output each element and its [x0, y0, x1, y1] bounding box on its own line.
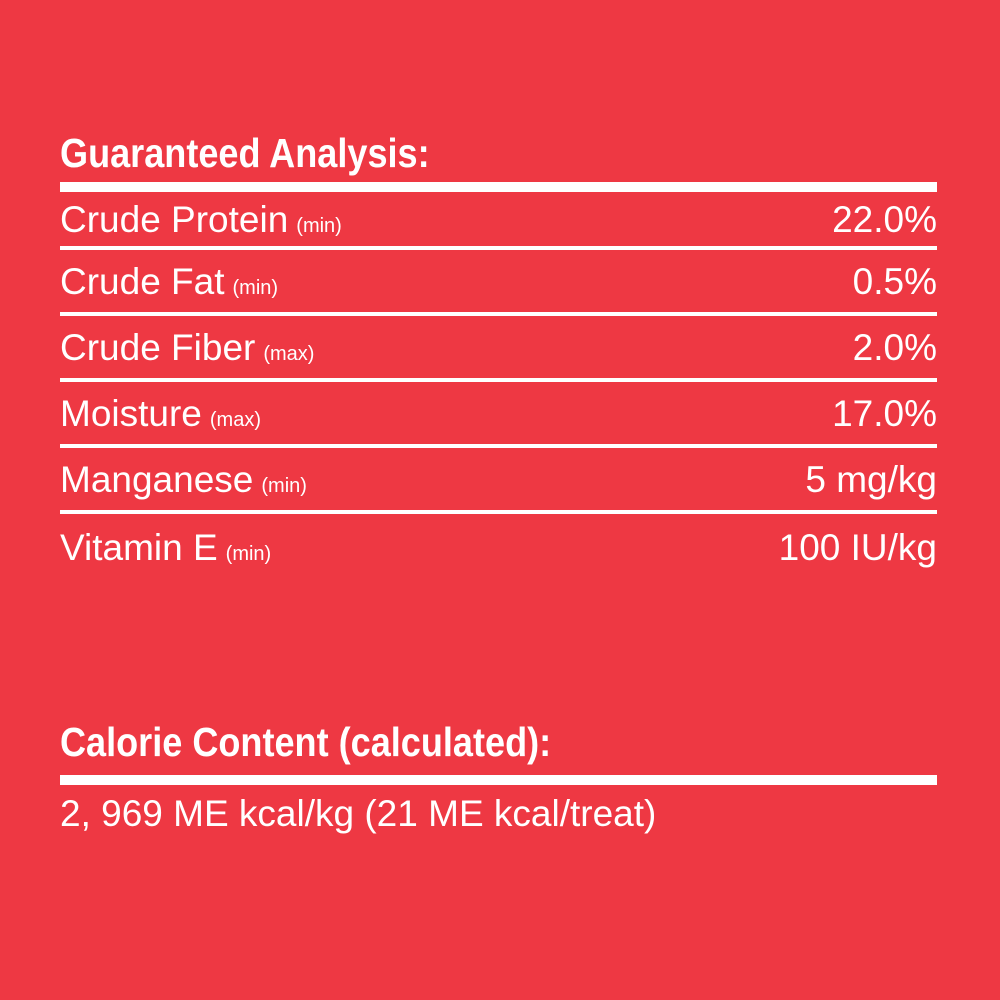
nutrient-label-group: Manganese (min): [60, 461, 307, 498]
analysis-row: Crude Protein (min) 22.0%: [60, 192, 937, 250]
analysis-row: Vitamin E (min) 100 IU/kg: [60, 514, 937, 580]
analysis-row: Crude Fiber (max) 2.0%: [60, 316, 937, 382]
nutrition-label-panel: Guaranteed Analysis: Crude Protein (min) …: [60, 0, 937, 1000]
nutrient-name: Moisture: [60, 392, 202, 434]
nutrient-name: Vitamin E: [60, 526, 218, 568]
nutrient-name: Crude Fat: [60, 260, 225, 302]
nutrient-qualifier: (min): [232, 276, 279, 299]
nutrient-label-group: Moisture (max): [60, 395, 261, 432]
calorie-content-rule: [60, 775, 937, 785]
nutrient-value: 2.0%: [852, 326, 937, 368]
calorie-content-value: 2, 969 ME kcal/kg (21 ME kcal/treat): [60, 793, 657, 834]
nutrient-qualifier: (max): [209, 408, 261, 431]
analysis-row: Manganese (min) 5 mg/kg: [60, 448, 937, 514]
nutrient-qualifier: (min): [261, 474, 307, 497]
nutrient-qualifier: (min): [225, 542, 272, 565]
nutrient-name: Crude Protein: [60, 198, 289, 240]
nutrient-label-group: Vitamin E (min): [60, 529, 271, 566]
nutrient-label-group: Crude Fiber (max): [60, 329, 314, 366]
nutrient-name: Crude Fiber: [60, 326, 256, 368]
calorie-content-title: Calorie Content (calculated):: [60, 719, 552, 765]
guaranteed-analysis-table: Crude Protein (min) 22.0% Crude Fat (min) …: [60, 192, 937, 580]
analysis-row: Moisture (max) 17.0%: [60, 382, 937, 448]
nutrient-qualifier: (max): [263, 342, 315, 365]
nutrient-qualifier: (min): [296, 214, 342, 237]
nutrient-label-group: Crude Protein (min): [60, 201, 342, 238]
nutrient-value: 22.0%: [832, 198, 937, 240]
analysis-row: Crude Fat (min) 0.5%: [60, 250, 937, 316]
nutrient-value: 0.5%: [852, 260, 937, 302]
guaranteed-analysis-title: Guaranteed Analysis:: [60, 130, 430, 176]
nutrient-value: 100 IU/kg: [778, 526, 937, 568]
guaranteed-analysis-rule: [60, 182, 937, 192]
nutrient-label-group: Crude Fat (min): [60, 263, 278, 300]
nutrient-value: 17.0%: [832, 392, 937, 434]
nutrient-value: 5 mg/kg: [805, 458, 937, 500]
nutrient-name: Manganese: [60, 458, 254, 500]
